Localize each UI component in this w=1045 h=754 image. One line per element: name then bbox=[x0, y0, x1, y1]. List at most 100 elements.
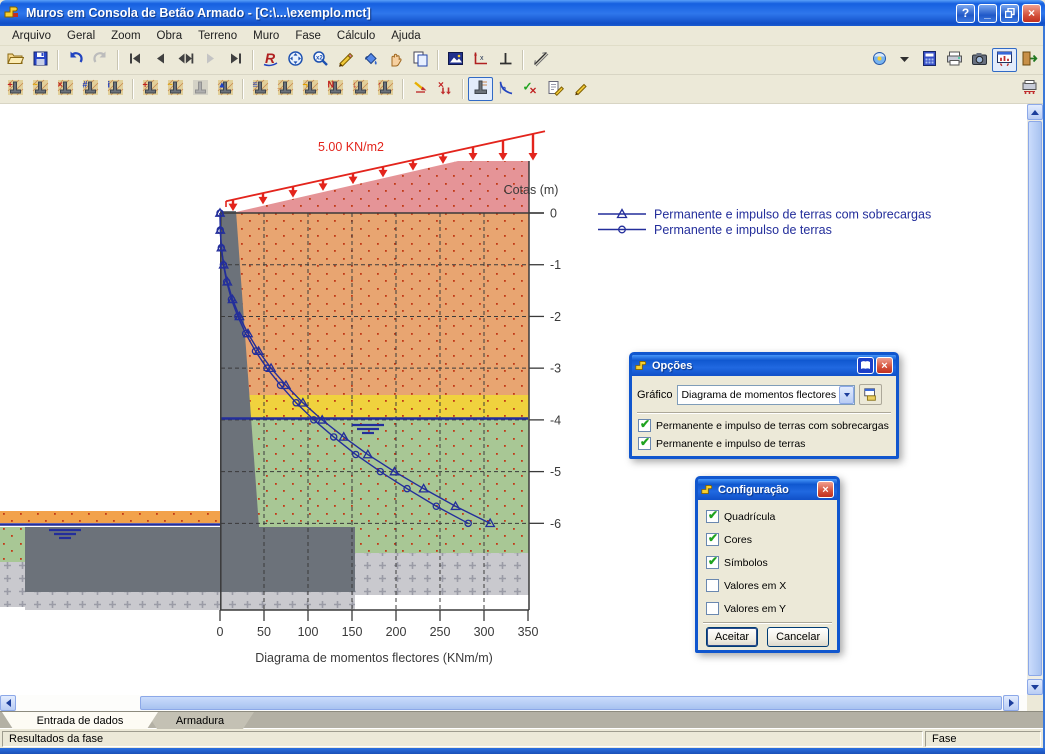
configuracao-title-bar[interactable]: Configuração × bbox=[698, 479, 837, 500]
redo-button[interactable] bbox=[88, 48, 113, 72]
phase-disabled-button[interactable] bbox=[188, 77, 213, 101]
tab-armadura[interactable]: Armadura bbox=[146, 712, 254, 729]
load-arrow-head bbox=[498, 153, 508, 161]
opcoes-close-button[interactable]: × bbox=[876, 357, 893, 374]
nav-first-button[interactable] bbox=[123, 48, 148, 72]
menu-calculo[interactable]: Cálculo bbox=[336, 29, 376, 42]
menu-fase[interactable]: Fase bbox=[295, 29, 321, 42]
loads-compass-button[interactable]: N bbox=[323, 77, 348, 101]
nav-next-button[interactable] bbox=[198, 48, 223, 72]
zoom-extents-button[interactable] bbox=[283, 48, 308, 72]
fill-bucket-button[interactable] bbox=[358, 48, 383, 72]
copy-view-button[interactable] bbox=[408, 48, 433, 72]
wall-geometry-button[interactable]: ~ bbox=[28, 77, 53, 101]
render-options-button[interactable] bbox=[867, 48, 892, 72]
menu-arquivo[interactable]: Arquivo bbox=[12, 29, 51, 42]
print-diagram-button[interactable] bbox=[1017, 77, 1042, 101]
undo-button[interactable] bbox=[63, 48, 88, 72]
open-file-button[interactable] bbox=[3, 48, 28, 72]
results-edit-button[interactable] bbox=[568, 77, 593, 101]
results-check-button[interactable]: ✓ × bbox=[518, 77, 543, 101]
scroll-up-button[interactable] bbox=[1027, 104, 1043, 120]
restore-button[interactable] bbox=[1000, 3, 1019, 23]
wall-lift-button[interactable]: ↑ bbox=[373, 77, 398, 101]
save-file-button[interactable] bbox=[28, 48, 53, 72]
opcoes-check-checkbox-1[interactable] bbox=[638, 435, 651, 450]
menu-obra[interactable]: Obra bbox=[156, 29, 183, 42]
load-remove-button[interactable]: × bbox=[433, 77, 458, 101]
configuracao-close-button[interactable]: × bbox=[817, 481, 834, 498]
menu-terreno[interactable]: Terreno bbox=[198, 29, 238, 42]
results-wall-button[interactable] bbox=[468, 77, 493, 101]
horizontal-scroll-thumb[interactable] bbox=[140, 696, 1002, 710]
config-check-checkbox-3[interactable] bbox=[706, 579, 719, 592]
config-check-checkbox-0[interactable] bbox=[706, 508, 719, 523]
horizontal-scrollbar[interactable] bbox=[0, 695, 1027, 711]
load-add-button[interactable] bbox=[408, 77, 433, 101]
soil-berm-button[interactable]: ¬ bbox=[298, 77, 323, 101]
phase-geometry-button[interactable]: ~ bbox=[163, 77, 188, 101]
redraw-button[interactable]: R bbox=[258, 48, 283, 72]
minimize-button[interactable]: _ bbox=[978, 3, 997, 23]
graph-settings-button[interactable] bbox=[859, 384, 883, 405]
pan-hand-button[interactable] bbox=[383, 48, 408, 72]
scroll-down-button[interactable] bbox=[1027, 679, 1043, 695]
results-diagram-button[interactable] bbox=[493, 77, 518, 101]
opcoes-title-bar[interactable]: Opções × bbox=[632, 355, 896, 376]
axes-button[interactable]: x bbox=[468, 48, 493, 72]
config-check-checkbox-2[interactable] bbox=[706, 554, 719, 569]
opcoes-check-checkbox-0[interactable] bbox=[638, 417, 651, 432]
combobox-arrow-button[interactable] bbox=[839, 385, 855, 404]
cancelar-button[interactable]: Cancelar bbox=[767, 627, 830, 647]
nav-prev-button[interactable] bbox=[148, 48, 173, 72]
dropdown-caret-button[interactable] bbox=[892, 48, 917, 72]
measure-pencil-button[interactable] bbox=[333, 48, 358, 72]
wall-data-button[interactable]: # bbox=[78, 77, 103, 101]
close-button[interactable]: × bbox=[1022, 3, 1041, 23]
phase-data-button[interactable]: ▲ bbox=[213, 77, 238, 101]
menu-zoom[interactable]: Zoom bbox=[111, 29, 141, 42]
vertical-scrollbar[interactable] bbox=[1027, 104, 1043, 695]
soil-footing-button[interactable]: _ bbox=[273, 77, 298, 101]
svg-text:+: + bbox=[143, 80, 148, 90]
circle-marker bbox=[464, 519, 472, 528]
image-export-button[interactable] bbox=[443, 48, 468, 72]
phase-new-button[interactable]: + bbox=[138, 77, 163, 101]
tab-entrada-de-dados[interactable]: Entrada de dados bbox=[2, 712, 158, 729]
triangle-marker bbox=[265, 362, 277, 373]
phase-diagram-window-button[interactable] bbox=[992, 48, 1017, 72]
x-axis-title: Diagrama de momentos flectores (KNm/m) bbox=[255, 651, 493, 665]
wall-materials-button[interactable]: i bbox=[103, 77, 128, 101]
aceitar-button[interactable]: Aceitar bbox=[705, 627, 759, 647]
results-annotate-button[interactable] bbox=[543, 77, 568, 101]
print-button[interactable] bbox=[942, 48, 967, 72]
title-bar[interactable]: Muros em Consola de Betão Armado - [C:\.… bbox=[0, 0, 1045, 26]
help-button[interactable]: ? bbox=[956, 3, 975, 23]
nav-phase-button[interactable] bbox=[173, 48, 198, 72]
scroll-left-button[interactable] bbox=[0, 695, 16, 711]
config-check-checkbox-4[interactable] bbox=[706, 602, 719, 615]
nav-last-button[interactable] bbox=[223, 48, 248, 72]
calculator-button[interactable] bbox=[917, 48, 942, 72]
exit-door-button[interactable] bbox=[1017, 48, 1042, 72]
grafico-combobox[interactable]: Diagrama de momentos flectores bbox=[677, 384, 856, 405]
menu-muro[interactable]: Muro bbox=[253, 29, 280, 42]
svg-text:+: + bbox=[8, 80, 13, 90]
scroll-right-button[interactable] bbox=[1003, 695, 1019, 711]
soil-strata-button[interactable]: ≡ bbox=[248, 77, 273, 101]
dimension-button[interactable] bbox=[528, 48, 553, 72]
config-check-checkbox-1[interactable] bbox=[706, 531, 719, 546]
toolbar-separator bbox=[402, 79, 404, 99]
wall-new-button[interactable]: + bbox=[3, 77, 28, 101]
menu-geral[interactable]: Geral bbox=[67, 29, 96, 42]
svg-text:✓: ✓ bbox=[523, 80, 533, 94]
vertical-scroll-thumb[interactable] bbox=[1028, 121, 1042, 676]
wall-push-button[interactable]: ↓ bbox=[348, 77, 373, 101]
zoom-window-button[interactable]: x2 bbox=[308, 48, 333, 72]
menu-ajuda[interactable]: Ajuda bbox=[391, 29, 421, 42]
report-book-button[interactable] bbox=[857, 357, 874, 374]
dialog-icon bbox=[635, 361, 647, 370]
snapshot-camera-button[interactable] bbox=[967, 48, 992, 72]
wall-delete-button[interactable]: × bbox=[53, 77, 78, 101]
orthogonal-button[interactable] bbox=[493, 48, 518, 72]
